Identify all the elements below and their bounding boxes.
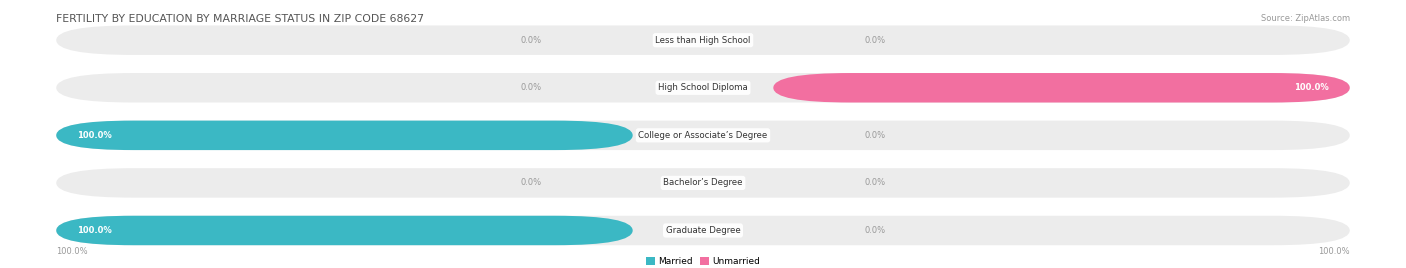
Text: FERTILITY BY EDUCATION BY MARRIAGE STATUS IN ZIP CODE 68627: FERTILITY BY EDUCATION BY MARRIAGE STATU… bbox=[56, 14, 425, 24]
Text: 0.0%: 0.0% bbox=[865, 226, 886, 235]
Text: 100.0%: 100.0% bbox=[77, 226, 112, 235]
Text: 0.0%: 0.0% bbox=[520, 178, 541, 187]
FancyBboxPatch shape bbox=[56, 25, 1350, 55]
FancyBboxPatch shape bbox=[773, 73, 1350, 103]
FancyBboxPatch shape bbox=[56, 216, 633, 245]
Legend: Married, Unmarried: Married, Unmarried bbox=[645, 257, 761, 266]
Text: 100.0%: 100.0% bbox=[1294, 83, 1329, 92]
Text: 0.0%: 0.0% bbox=[520, 36, 541, 45]
Text: Source: ZipAtlas.com: Source: ZipAtlas.com bbox=[1261, 14, 1350, 23]
FancyBboxPatch shape bbox=[56, 73, 1350, 103]
Text: College or Associate’s Degree: College or Associate’s Degree bbox=[638, 131, 768, 140]
Text: 0.0%: 0.0% bbox=[520, 83, 541, 92]
Text: 0.0%: 0.0% bbox=[865, 131, 886, 140]
Text: 0.0%: 0.0% bbox=[865, 36, 886, 45]
Text: 100.0%: 100.0% bbox=[1319, 247, 1350, 256]
FancyBboxPatch shape bbox=[56, 121, 1350, 150]
Text: 100.0%: 100.0% bbox=[56, 247, 87, 256]
Text: High School Diploma: High School Diploma bbox=[658, 83, 748, 92]
Text: 100.0%: 100.0% bbox=[77, 131, 112, 140]
Text: Less than High School: Less than High School bbox=[655, 36, 751, 45]
FancyBboxPatch shape bbox=[56, 216, 1350, 245]
FancyBboxPatch shape bbox=[56, 168, 1350, 198]
Text: Graduate Degree: Graduate Degree bbox=[665, 226, 741, 235]
Text: 0.0%: 0.0% bbox=[865, 178, 886, 187]
FancyBboxPatch shape bbox=[56, 121, 633, 150]
Text: Bachelor’s Degree: Bachelor’s Degree bbox=[664, 178, 742, 187]
